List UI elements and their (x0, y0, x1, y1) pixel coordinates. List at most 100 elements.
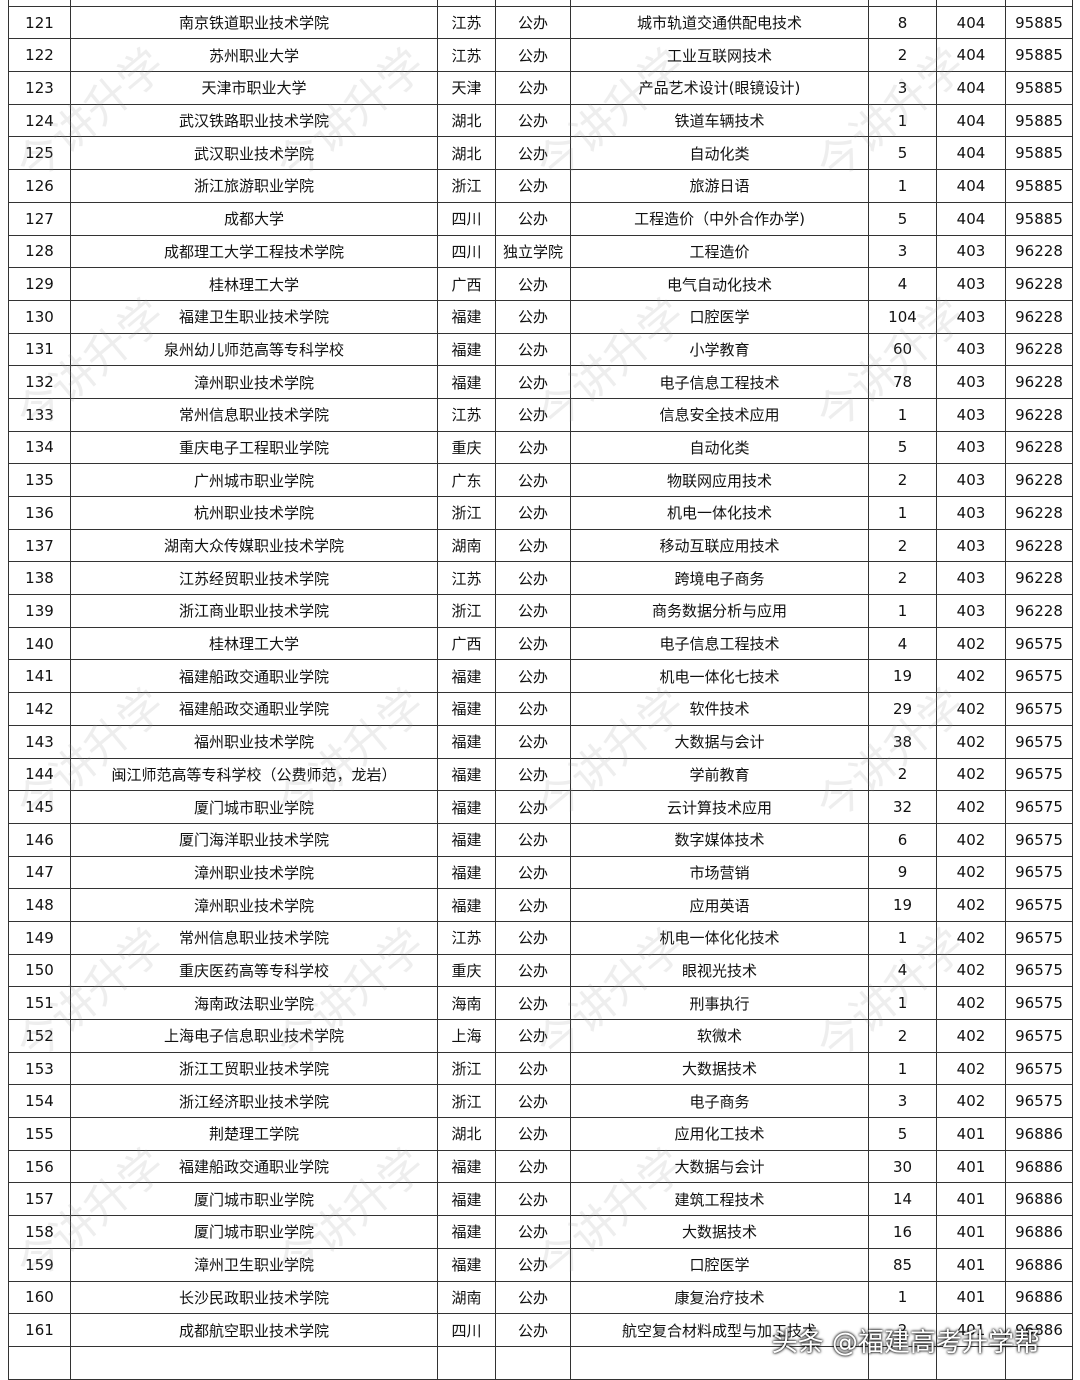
row-number-cell: 129 (8, 267, 71, 301)
school-name-cell: 泉州幼儿师范高等专科学校 (70, 332, 438, 367)
rank-cell: 96228 (1005, 561, 1073, 596)
school-type-cell: 公办 (495, 299, 571, 334)
province-cell: 湖南 (437, 1280, 496, 1315)
row-number-cell: 147 (8, 855, 71, 890)
school-type-cell: 公办 (495, 332, 571, 367)
row-number-cell: 143 (8, 724, 71, 759)
rank-cell: 96575 (1005, 1051, 1073, 1086)
score-cell: 404 (936, 201, 1006, 236)
rank-cell: 96575 (1005, 920, 1073, 955)
plan-count-cell: 4 (868, 953, 937, 988)
table-row: 155 荆楚理工学院 湖北 公办 应用化工技术 5 401 96886 (8, 1117, 1073, 1151)
plan-count-cell: 6 (868, 822, 937, 857)
score-cell: 403 (936, 332, 1006, 367)
school-type-cell: 公办 (495, 855, 571, 890)
school-type-cell: 公办 (495, 365, 571, 399)
rank-cell: 96575 (1005, 1084, 1073, 1119)
table-row: 123 天津市职业大学 天津 公办 产品艺术设计(眼镜设计) 3 404 95885 (8, 71, 1073, 105)
school-name-cell: 武汉职业技术学院 (70, 136, 438, 171)
rank-cell: 96228 (1005, 365, 1073, 399)
province-cell: 福建 (437, 1215, 496, 1249)
table-row: 152 上海电子信息职业技术学院 上海 公办 软微术 2 402 96575 (8, 1019, 1073, 1053)
plan-count-cell: 3 (868, 234, 937, 269)
rank-cell: 96575 (1005, 724, 1073, 759)
plan-count-cell: 3 (868, 1084, 937, 1119)
school-type-cell: 公办 (495, 1182, 571, 1217)
province-cell: 浙江 (437, 1084, 496, 1119)
major-cell: 刑事执行 (570, 986, 869, 1020)
school-name-cell: 福建船政交通职业学院 (70, 1149, 438, 1184)
rank-cell: 96228 (1005, 397, 1073, 432)
rank-cell: 96228 (1005, 332, 1073, 367)
school-name-cell: 福州职业技术学院 (70, 724, 438, 759)
major-cell: 机电一体化技术 (570, 496, 869, 530)
rank-cell: 96228 (1005, 430, 1073, 465)
plan-count-cell: 5 (868, 136, 937, 171)
province-cell: 四川 (437, 234, 496, 269)
table-row: 138 江苏经贸职业技术学院 江苏 公办 跨境电子商务 2 403 96228 (8, 561, 1073, 596)
score-cell: 403 (936, 561, 1006, 596)
table-row: 122 苏州职业大学 江苏 公办 工业互联网技术 2 404 95885 (8, 38, 1073, 73)
score-cell: 401 (936, 1280, 1006, 1315)
school-type-cell: 公办 (495, 169, 571, 203)
province-cell: 福建 (437, 790, 496, 824)
school-name-cell: 桂林理工大学 (70, 626, 438, 661)
rank-cell: 96575 (1005, 855, 1073, 890)
rank-cell: 95885 (1005, 103, 1073, 138)
province-cell: 四川 (437, 1313, 496, 1347)
province-cell: 广西 (437, 267, 496, 301)
school-type-cell: 公办 (495, 659, 571, 694)
major-cell: 小学教育 (570, 332, 869, 367)
table-row: 139 浙江商业职业技术学院 浙江 公办 商务数据分析与应用 1 403 96228 (8, 594, 1073, 628)
province-cell: 福建 (437, 888, 496, 922)
school-type-cell: 公办 (495, 920, 571, 955)
major-cell: 市场营销 (570, 855, 869, 890)
province-cell: 福建 (437, 332, 496, 367)
row-number-cell: 138 (8, 561, 71, 596)
table-row: 129 桂林理工大学 广西 公办 电气自动化技术 4 403 96228 (8, 267, 1073, 301)
plan-count-cell: 2 (868, 757, 937, 792)
score-cell: 402 (936, 1019, 1006, 1053)
school-type-cell: 公办 (495, 463, 571, 497)
row-number-cell: 154 (8, 1084, 71, 1119)
rank-cell: 96886 (1005, 1182, 1073, 1217)
plan-count-cell: 9 (868, 855, 937, 890)
plan-count-cell: 1 (868, 496, 937, 530)
score-cell: 403 (936, 397, 1006, 432)
score-cell: 403 (936, 430, 1006, 465)
score-cell: 402 (936, 953, 1006, 988)
major-cell: 信息安全技术应用 (570, 397, 869, 432)
school-name-cell: 江苏经贸职业技术学院 (70, 561, 438, 596)
school-name-cell: 湖南大众传媒职业技术学院 (70, 528, 438, 563)
school-name-cell: 成都理工大学工程技术学院 (70, 234, 438, 269)
score-cell: 404 (936, 103, 1006, 138)
province-cell: 福建 (437, 692, 496, 726)
row-number-cell: 123 (8, 71, 71, 105)
major-cell: 电子信息工程技术 (570, 365, 869, 399)
school-name-cell: 浙江工贸职业技术学院 (70, 1051, 438, 1086)
province-cell: 福建 (437, 724, 496, 759)
table-row: 143 福州职业技术学院 福建 公办 大数据与会计 38 402 96575 (8, 724, 1073, 759)
province-cell: 浙江 (437, 1051, 496, 1086)
school-name-cell: 荆楚理工学院 (70, 1117, 438, 1151)
school-type-cell: 公办 (495, 692, 571, 726)
major-cell: 电气自动化技术 (570, 267, 869, 301)
table-row: 141 福建船政交通职业学院 福建 公办 机电一体化七技术 19 402 96575 (8, 659, 1073, 694)
score-cell: 403 (936, 267, 1006, 301)
table-row: 149 常州信息职业技术学院 江苏 公办 机电一体化化技术 1 402 96575 (8, 920, 1073, 955)
province-cell: 福建 (437, 659, 496, 694)
rank-cell: 96228 (1005, 528, 1073, 563)
plan-count-cell: 14 (868, 1182, 937, 1217)
table-row: 126 浙江旅游职业学院 浙江 公办 旅游日语 1 404 95885 (8, 169, 1073, 203)
major-cell: 自动化类 (570, 136, 869, 171)
rank-cell: 95885 (1005, 5, 1073, 40)
major-cell: 软件技术 (570, 692, 869, 726)
row-number-cell: 159 (8, 1247, 71, 1282)
major-cell: 移动互联应用技术 (570, 528, 869, 563)
school-name-cell: 桂林理工大学 (70, 267, 438, 301)
row-number-cell: 128 (8, 234, 71, 269)
school-type-cell: 公办 (495, 496, 571, 530)
province-cell: 浙江 (437, 496, 496, 530)
plan-count-cell: 16 (868, 1215, 937, 1249)
province-cell: 福建 (437, 1182, 496, 1217)
